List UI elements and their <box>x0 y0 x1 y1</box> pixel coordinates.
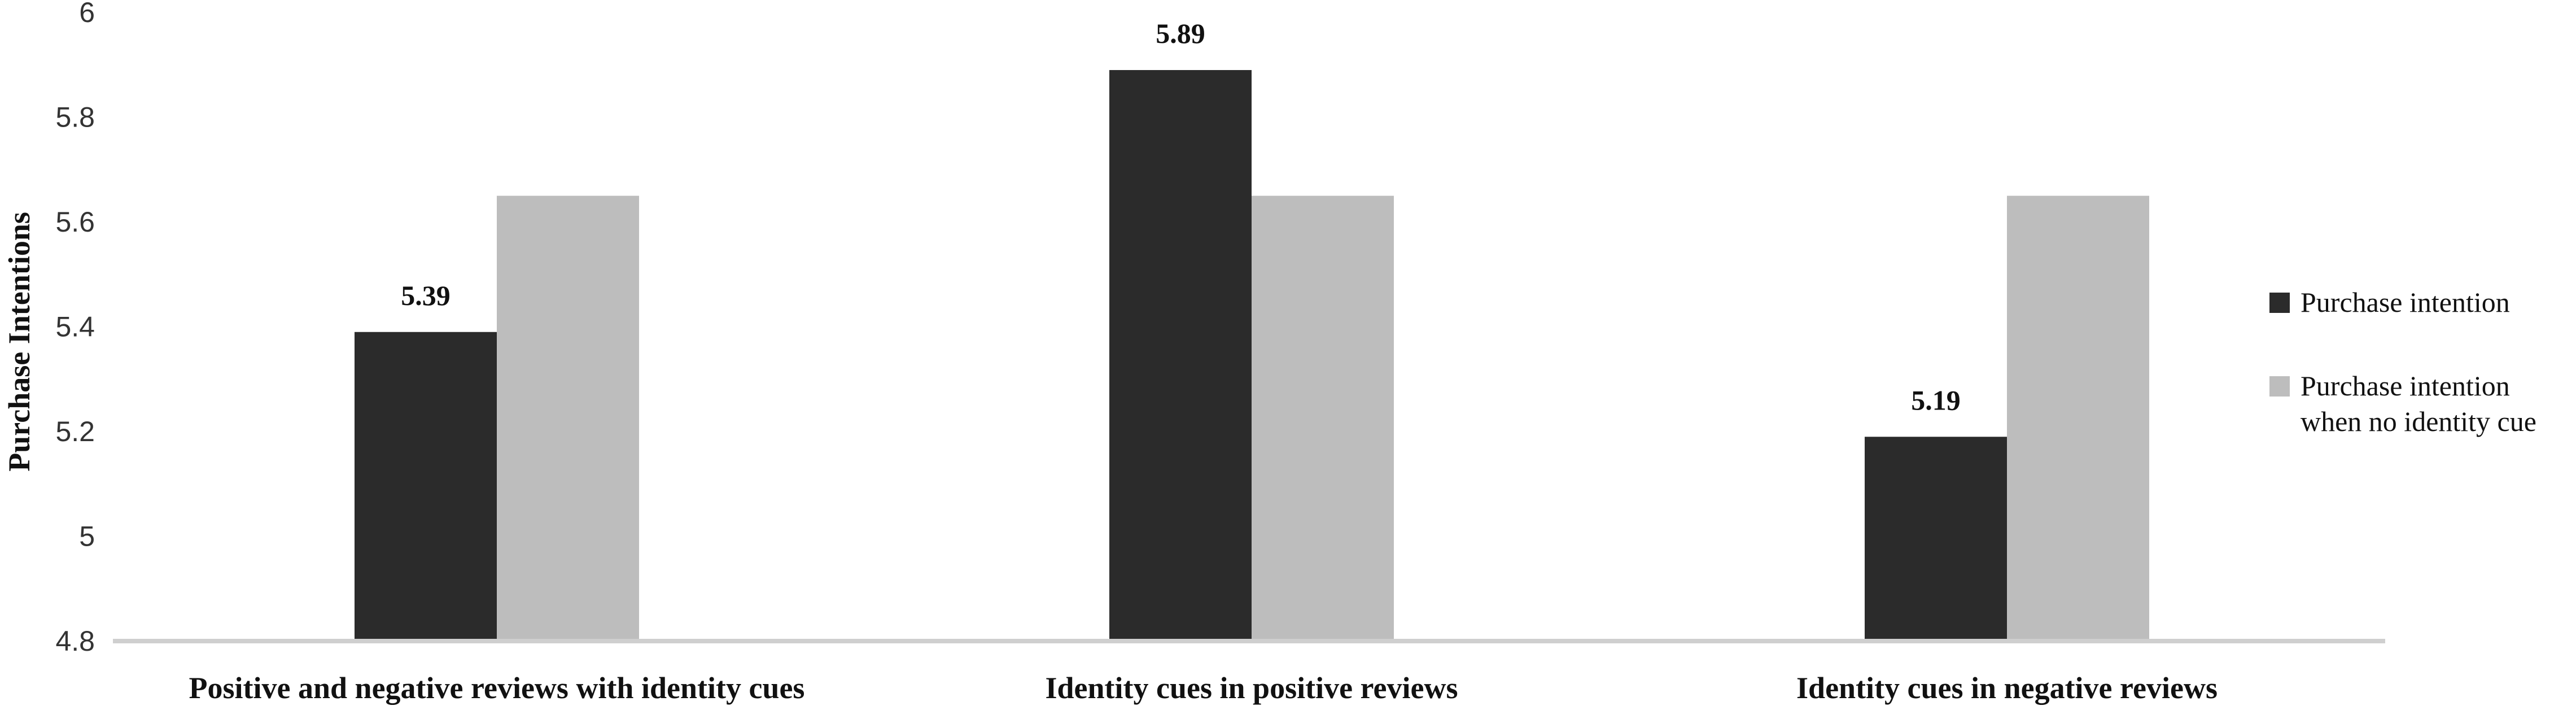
y-axis-ticks: 4.8 5 5.2 5.4 5.6 5.8 6 <box>55 0 95 657</box>
bar-purchase-intention <box>1865 437 2007 641</box>
legend-swatch <box>2269 376 2290 397</box>
data-label: 5.19 <box>1911 384 1961 416</box>
y-tick-label: 5.2 <box>55 416 95 447</box>
y-tick-label: 4.8 <box>55 625 95 657</box>
data-label: 5.89 <box>1156 18 1205 49</box>
legend-item-purchase-intention: Purchase intention <box>2269 286 2510 318</box>
legend-label: when no identity cue <box>2301 406 2536 437</box>
y-axis-label: Purchase Intentions <box>2 212 36 472</box>
bar-purchase-intention-no-identity-cue <box>1252 195 1394 641</box>
legend-swatch <box>2269 293 2290 313</box>
data-label: 5.39 <box>401 280 451 311</box>
bar-purchase-intention-no-identity-cue <box>497 195 639 641</box>
y-tick-label: 5.6 <box>55 206 95 238</box>
y-tick-label: 5 <box>79 521 95 552</box>
bar-purchase-intention <box>1109 70 1252 641</box>
y-tick-label: 5.4 <box>55 311 95 343</box>
x-category-label: Identity cues in positive reviews <box>1046 671 1458 705</box>
legend: Purchase intention Purchase intention when… <box>2269 286 2536 437</box>
legend-label: Purchase intention <box>2301 286 2510 318</box>
legend-item-no-identity-cue: Purchase intention when no identity cue <box>2269 370 2536 437</box>
x-axis-categories: Positive and negative reviews with ident… <box>189 671 2218 705</box>
y-tick-label: 6 <box>79 0 95 28</box>
legend-label: Purchase intention <box>2301 370 2510 402</box>
x-category-label: Positive and negative reviews with ident… <box>189 671 805 705</box>
bar-purchase-intention <box>355 332 497 641</box>
bar-purchase-intention-no-identity-cue <box>2007 195 2149 641</box>
x-category-label: Identity cues in negative reviews <box>1796 671 2218 705</box>
y-tick-label: 5.8 <box>55 102 95 133</box>
bars: 5.39 5.89 5.19 <box>355 18 2149 641</box>
